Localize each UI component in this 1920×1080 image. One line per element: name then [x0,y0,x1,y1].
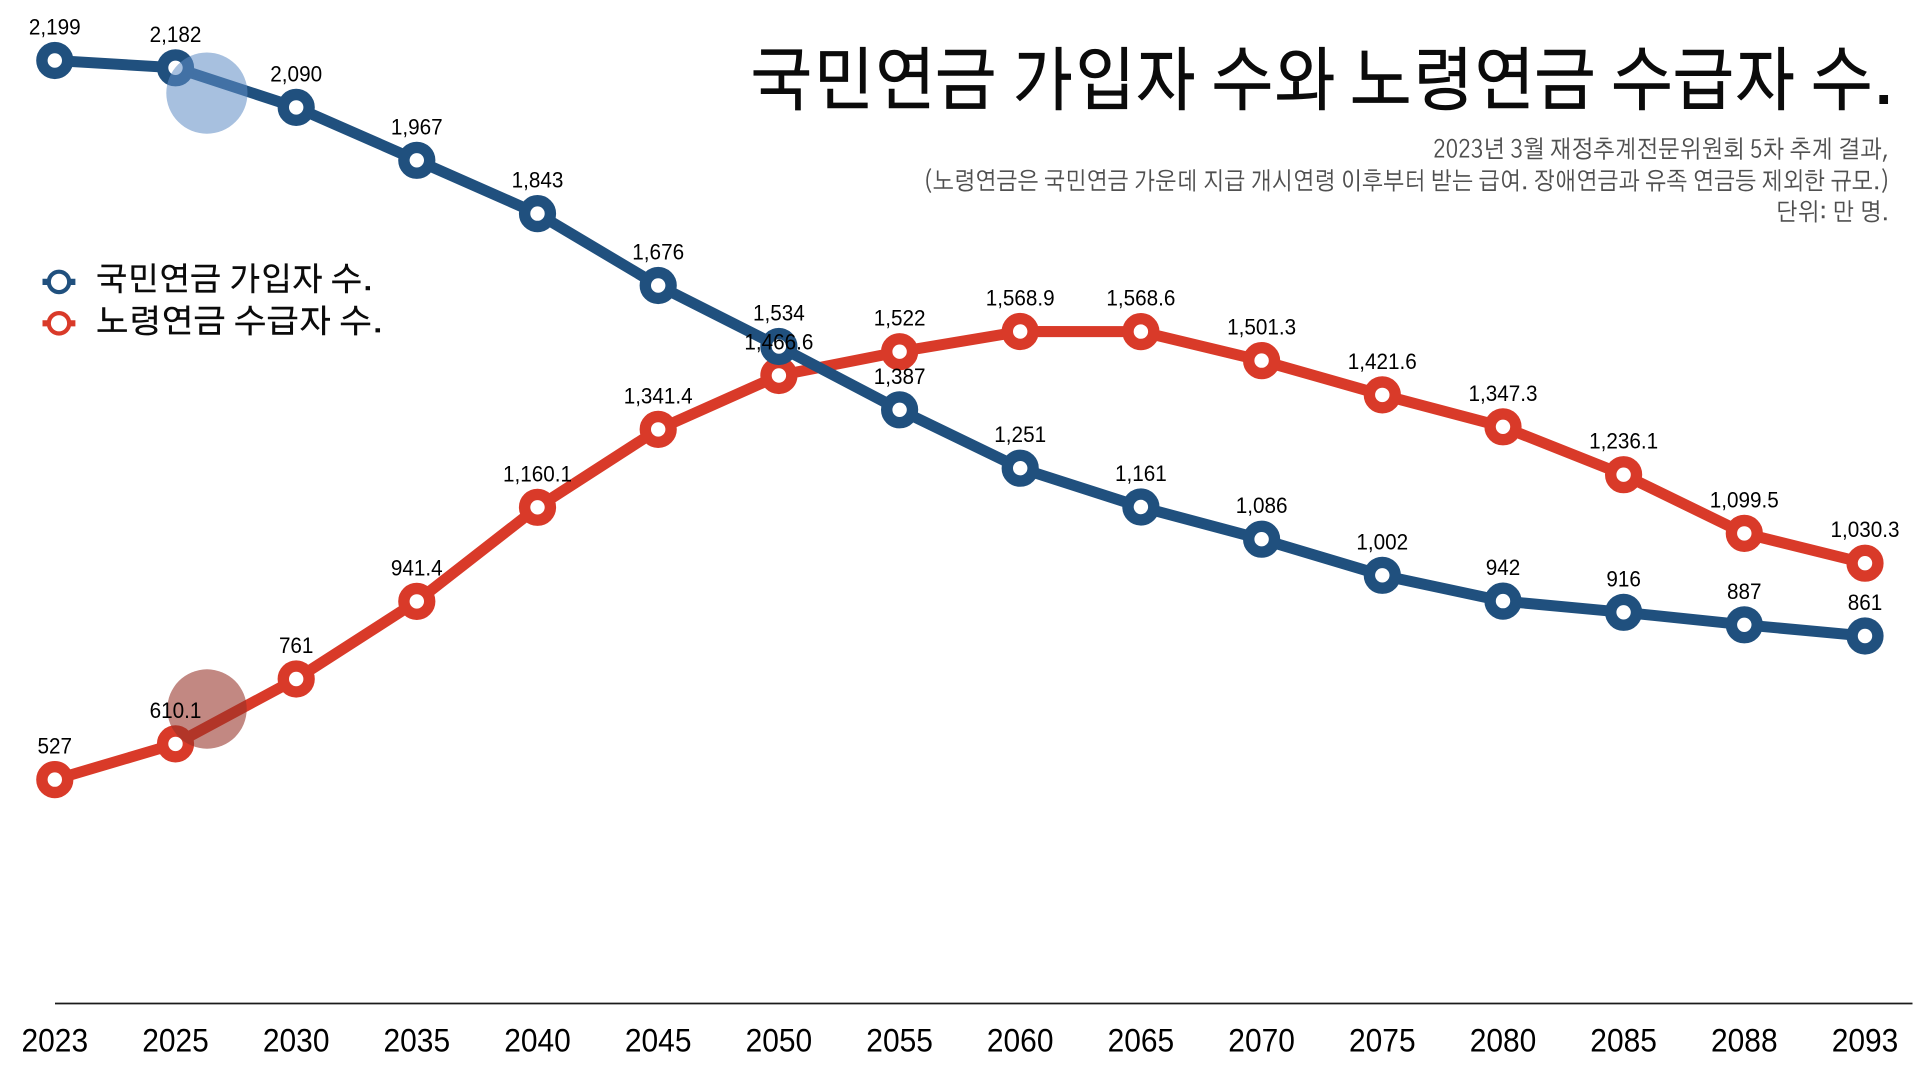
svg-text:2055: 2055 [866,1023,933,1059]
svg-text:2060: 2060 [987,1023,1054,1059]
svg-text:1,099.5: 1,099.5 [1710,487,1779,512]
svg-text:861: 861 [1848,590,1883,615]
svg-text:2040: 2040 [504,1023,571,1059]
svg-text:1,002: 1,002 [1356,529,1408,554]
svg-text:761: 761 [279,633,314,658]
svg-text:1,160.1: 1,160.1 [503,461,572,486]
svg-text:1,568.9: 1,568.9 [986,286,1055,311]
svg-text:1,086: 1,086 [1236,493,1288,518]
svg-text:2085: 2085 [1590,1023,1657,1059]
svg-text:1,466.6: 1,466.6 [744,330,813,355]
svg-text:2093: 2093 [1832,1023,1899,1059]
svg-text:1,534: 1,534 [753,301,805,326]
svg-text:1,251: 1,251 [994,422,1046,447]
svg-text:2075: 2075 [1349,1023,1416,1059]
svg-text:2065: 2065 [1108,1023,1175,1059]
svg-text:2070: 2070 [1228,1023,1295,1059]
svg-text:1,676: 1,676 [632,240,684,265]
svg-text:1,843: 1,843 [512,168,564,193]
svg-text:942: 942 [1486,555,1521,580]
svg-text:2045: 2045 [625,1023,692,1059]
svg-text:916: 916 [1606,566,1641,591]
svg-text:1,421.6: 1,421.6 [1348,349,1417,374]
svg-text:2025: 2025 [142,1023,209,1059]
svg-text:2030: 2030 [263,1023,330,1059]
svg-text:1,967: 1,967 [391,114,443,139]
svg-text:941.4: 941.4 [391,555,443,580]
svg-text:610.1: 610.1 [150,698,202,723]
svg-text:2080: 2080 [1470,1023,1537,1059]
svg-text:1,161: 1,161 [1115,461,1167,486]
svg-text:1,568.6: 1,568.6 [1106,286,1175,311]
svg-text:527: 527 [38,734,73,759]
svg-text:1,387: 1,387 [874,364,926,389]
svg-text:2035: 2035 [384,1023,451,1059]
svg-text:2,182: 2,182 [150,22,202,47]
svg-text:1,347.3: 1,347.3 [1469,381,1538,406]
svg-text:2088: 2088 [1711,1023,1778,1059]
svg-text:1,341.4: 1,341.4 [624,383,693,408]
svg-text:1,236.1: 1,236.1 [1589,429,1658,454]
svg-text:1,501.3: 1,501.3 [1227,315,1296,340]
svg-text:2,199: 2,199 [29,15,81,40]
svg-text:1,522: 1,522 [874,306,926,331]
svg-text:1,030.3: 1,030.3 [1831,517,1900,542]
svg-text:2023: 2023 [22,1023,89,1059]
svg-text:2050: 2050 [746,1023,813,1059]
svg-text:887: 887 [1727,579,1762,604]
svg-text:2,090: 2,090 [270,61,322,86]
